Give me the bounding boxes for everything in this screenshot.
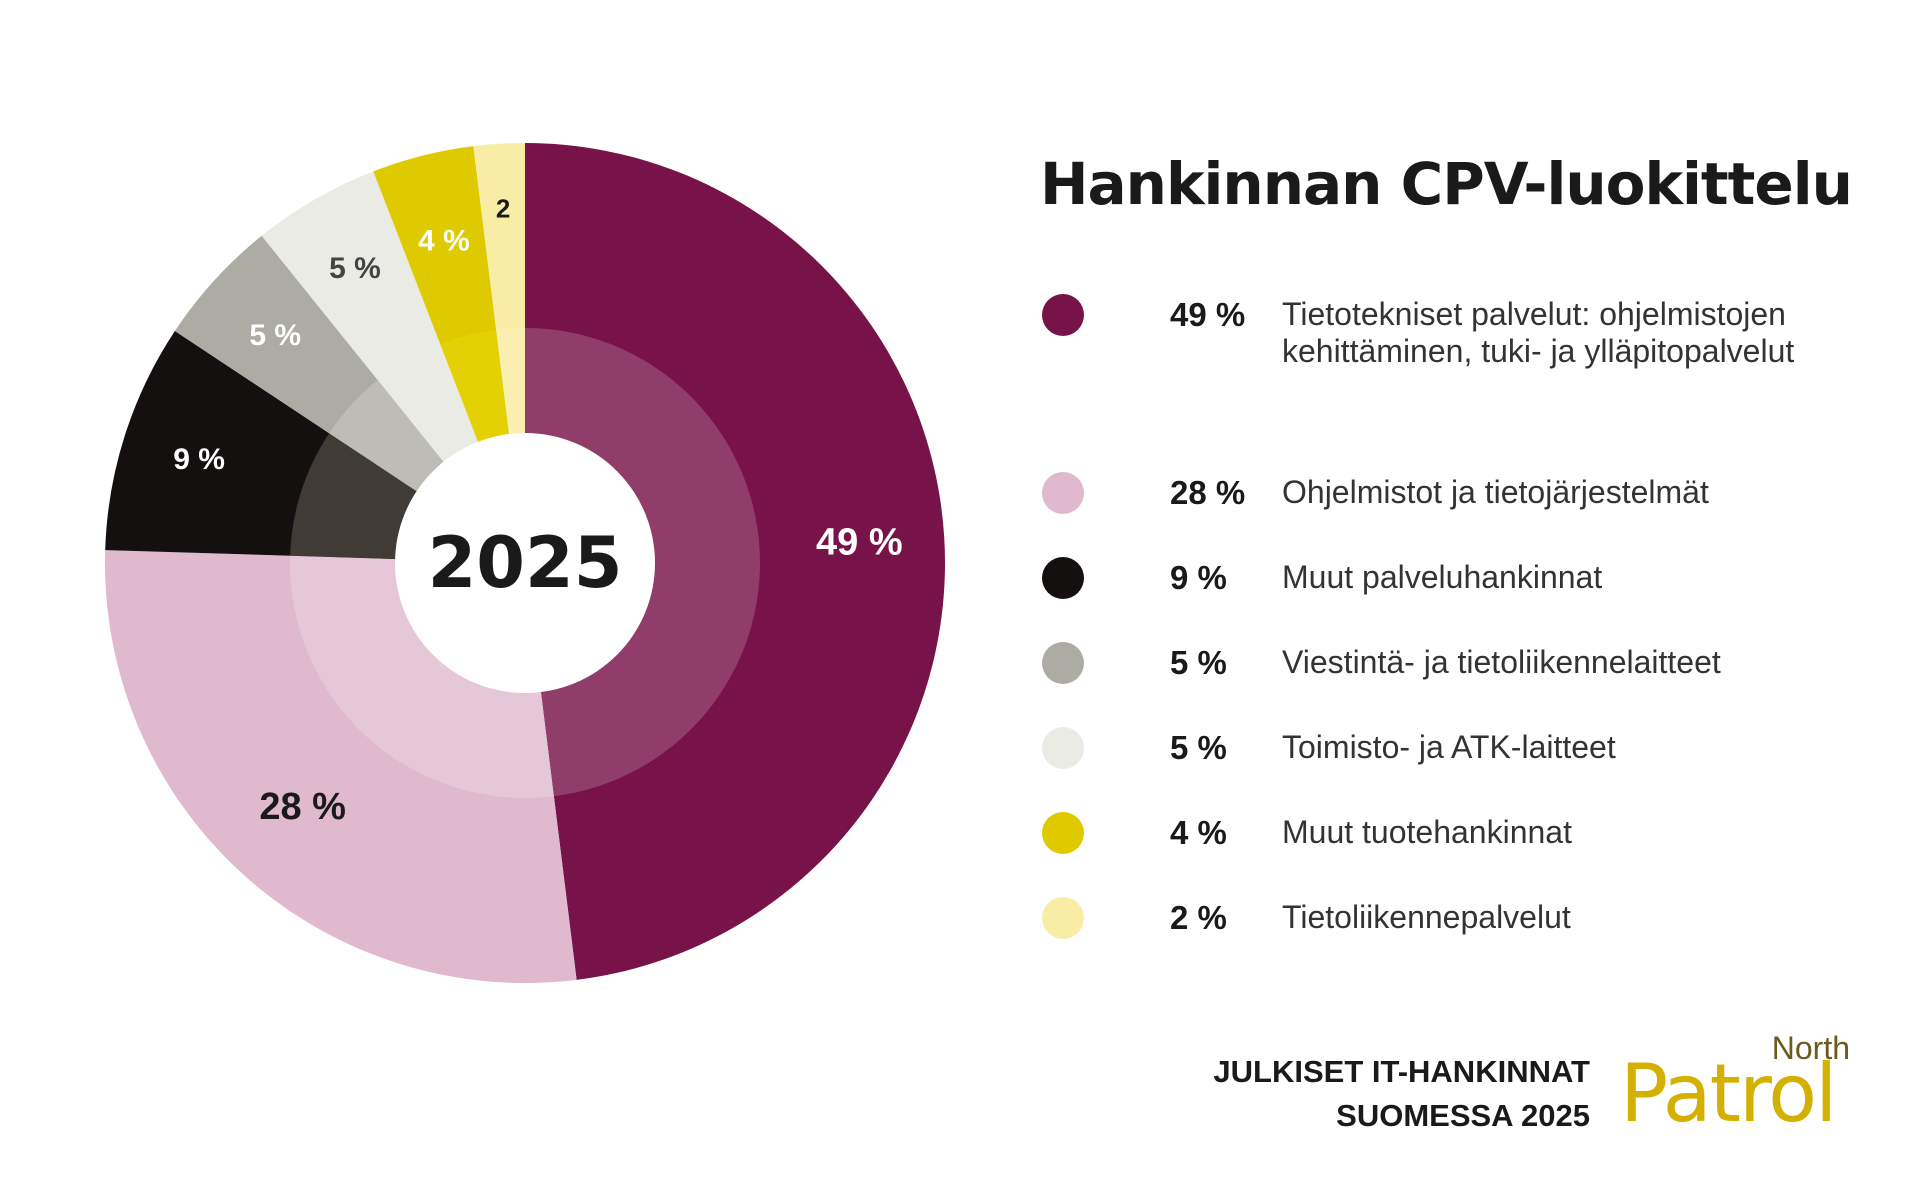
slice-value-label: 49 % — [816, 521, 903, 563]
legend-item: 49 % Tietotekniset palvelut: ohjelmistoj… — [1042, 290, 1902, 370]
legend-percent: 49 % — [1170, 296, 1246, 333]
legend-swatch — [1042, 642, 1084, 684]
footer-line-2: SUOMESSA 2025 — [1336, 1098, 1590, 1133]
logo-big-text: Patrol — [1620, 1047, 1837, 1140]
legend-swatch — [1042, 472, 1084, 514]
chart-title: Hankinnan CPV-luokittelu — [1040, 150, 1853, 218]
legend-percent: 4 % — [1170, 814, 1227, 851]
legend-item: 5 % Viestintä- ja tietoliikennelaitteet — [1042, 638, 1902, 684]
legend-percent: 2 % — [1170, 899, 1227, 936]
legend-item: 28 % Ohjelmistot ja tietojärjestelmät — [1042, 468, 1902, 514]
center-year-label: 2025 — [428, 522, 623, 604]
legend-label: Toimisto- ja ATK-laitteet — [1282, 729, 1616, 765]
legend-percent: 28 % — [1170, 474, 1246, 511]
legend-swatch — [1042, 812, 1084, 854]
legend-label: Muut tuotehankinnat — [1282, 814, 1572, 850]
slice-labels: 49 % 28 % 9 % 5 % 5 % 4 % 2 — [173, 194, 902, 828]
legend-percent: 9 % — [1170, 559, 1227, 596]
legend-label: Tietotekniset palvelut: ohjelmistojen ke… — [1282, 296, 1795, 369]
north-patrol-logo: North Patrol — [1620, 1030, 1850, 1136]
legend-label: Muut palveluhankinnat — [1282, 559, 1603, 595]
slice-value-label: 4 % — [418, 225, 470, 258]
legend-item: 5 % Toimisto- ja ATK-laitteet — [1042, 723, 1902, 769]
legend-percent: 5 % — [1170, 729, 1227, 766]
legend-swatch — [1042, 727, 1084, 769]
legend-item: 4 % Muut tuotehankinnat — [1042, 808, 1902, 854]
slice-value-label: 9 % — [173, 443, 225, 476]
slice-value-label: 5 % — [329, 252, 381, 285]
center-hole — [395, 433, 655, 693]
legend-item: 9 % Muut palveluhankinnat — [1042, 553, 1902, 599]
slice-value-label: 5 % — [249, 319, 301, 352]
legend-swatch — [1042, 294, 1084, 336]
legend-label: Tietoliikennepalvelut — [1282, 899, 1571, 935]
slice-value-label: 2 — [496, 194, 510, 224]
footer-line-1: JULKISET IT-HANKINNAT — [1213, 1054, 1590, 1089]
slice-value-label: 28 % — [259, 786, 346, 828]
legend-swatch — [1042, 897, 1084, 939]
logo-small-text: North — [1771, 1030, 1850, 1066]
legend-item: 2 % Tietoliikennepalvelut — [1042, 893, 1902, 939]
legend-swatch — [1042, 557, 1084, 599]
donut-chart: 2025 49 % 28 % 9 % 5 % 5 % 4 % 2 — [104, 143, 945, 983]
legend-label: Ohjelmistot ja tietojärjestelmät — [1282, 474, 1709, 510]
footer-caption: JULKISET IT-HANKINNAT SUOMESSA 2025 — [1213, 1050, 1590, 1138]
legend-label: Viestintä- ja tietoliikennelaitteet — [1282, 644, 1721, 680]
legend-percent: 5 % — [1170, 644, 1227, 681]
